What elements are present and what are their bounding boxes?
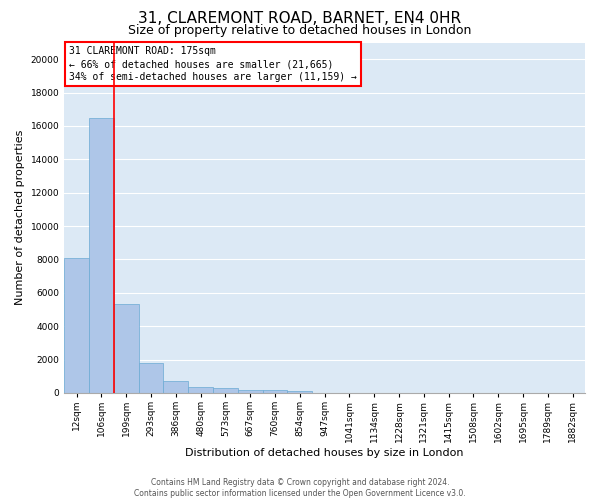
Bar [64, 258, 89, 393]
X-axis label: Distribution of detached houses by size in London: Distribution of detached houses by size … [185, 448, 464, 458]
Bar [238, 390, 263, 393]
Y-axis label: Number of detached properties: Number of detached properties [15, 130, 25, 306]
Bar [139, 363, 163, 393]
Bar [287, 390, 312, 393]
Bar [213, 388, 238, 393]
Bar [263, 390, 287, 393]
Text: 31 CLAREMONT ROAD: 175sqm
← 66% of detached houses are smaller (21,665)
34% of s: 31 CLAREMONT ROAD: 175sqm ← 66% of detac… [70, 46, 357, 82]
Bar [163, 381, 188, 393]
Text: 31, CLAREMONT ROAD, BARNET, EN4 0HR: 31, CLAREMONT ROAD, BARNET, EN4 0HR [139, 11, 461, 26]
Bar [188, 387, 213, 393]
Text: Size of property relative to detached houses in London: Size of property relative to detached ho… [128, 24, 472, 37]
Bar [89, 118, 114, 393]
Text: Contains HM Land Registry data © Crown copyright and database right 2024.
Contai: Contains HM Land Registry data © Crown c… [134, 478, 466, 498]
Bar [114, 304, 139, 393]
